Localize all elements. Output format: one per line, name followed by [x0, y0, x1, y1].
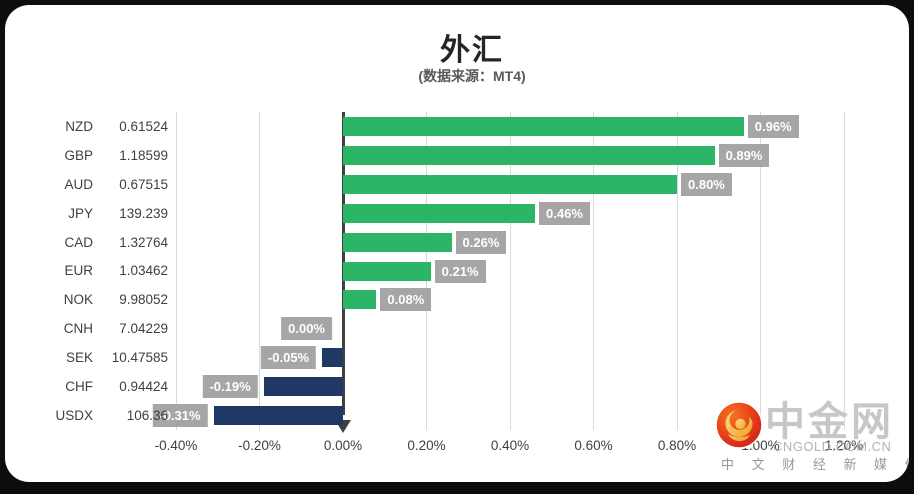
category-label-chf: CHF 0.94424 — [5, 372, 168, 401]
currency-code: CNH — [63, 321, 93, 337]
currency-code: JPY — [68, 205, 93, 221]
cngold-logo-icon — [715, 401, 763, 449]
watermark-domain-text: CNGOLD.COM.CN — [773, 439, 892, 454]
currency-code: CAD — [64, 234, 93, 250]
currency-quote: 106.36 — [126, 408, 168, 424]
bar-gbp — [343, 145, 715, 165]
category-axis-layer: NZD 0.61524 GBP 1.18599 AUD 0.67515 JPY 139.239… — [5, 5, 909, 482]
category-label-cad: CAD 1.32764 — [5, 228, 168, 257]
currency-code: AUD — [64, 176, 93, 192]
grid-line — [676, 112, 678, 430]
currency-quote: 9.98052 — [119, 292, 168, 308]
bar-chf — [263, 377, 343, 397]
currency-code: NZD — [65, 118, 93, 134]
x-tick-label: 0.00% — [323, 438, 363, 453]
grid-line — [509, 112, 511, 430]
category-label-nzd: NZD 0.61524 — [5, 112, 168, 141]
grid-line — [760, 112, 761, 430]
bar-value-label: 0.26% — [455, 230, 507, 254]
currency-code: SEK — [65, 350, 93, 366]
grid-line — [175, 112, 177, 430]
currency-quote: 1.18599 — [119, 147, 168, 163]
plot-data-labels-layer: 0.96% 0.89% 0.80% 0.46% 0.26% 0.21% 0.08% 0.00%… — [5, 5, 909, 482]
value-axis-layer: -0.40% -0.20% 0.00% 0.20% 0.40% 0.60% 0.80% 1.0… — [5, 5, 909, 482]
bar-eur — [343, 261, 431, 281]
x-tick-label: -0.40% — [154, 438, 198, 453]
currency-quote: 1.03462 — [119, 263, 168, 279]
bar-usdx — [213, 406, 343, 426]
currency-quote: 1.32764 — [119, 234, 168, 250]
bar-value-label: 0.08% — [380, 288, 432, 312]
bar-value-label: -0.05% — [260, 346, 317, 370]
category-label-gbp: GBP 1.18599 — [5, 141, 168, 170]
currency-code: EUR — [64, 263, 93, 279]
bar-value-label: 0.80% — [681, 172, 732, 196]
x-tick-label: -0.20% — [238, 438, 281, 453]
currency-quote: 0.61524 — [119, 118, 168, 134]
currency-code: CHF — [65, 379, 93, 395]
watermark-tagline-text: 中 文 财 经 新 媒 体 — [721, 457, 909, 472]
currency-code: USDX — [55, 408, 93, 424]
currency-quote: 7.04229 — [119, 321, 168, 337]
category-label-eur: EUR 1.03462 — [5, 257, 168, 286]
category-label-cnh: CNH 7.04229 — [5, 314, 168, 343]
bar-value-label: -0.31% — [152, 404, 208, 428]
chart-subtitle: (数据来源：MT4) — [418, 68, 526, 84]
currency-code: NOK — [63, 292, 93, 308]
bar-nzd — [343, 116, 744, 136]
plot-bars-layer — [5, 5, 909, 482]
grid-line — [259, 112, 260, 430]
x-tick-label: 0.40% — [490, 438, 530, 453]
currency-code: GBP — [64, 147, 93, 163]
currency-quote: 0.67515 — [119, 176, 168, 192]
category-label-usdx: USDX 106.36 — [5, 401, 168, 430]
watermark-brand-text: 中金网 — [765, 400, 894, 444]
grid-line — [593, 112, 594, 430]
category-label-jpy: JPY 139.239 — [5, 199, 168, 228]
bar-value-label: 0.00% — [281, 317, 332, 341]
bar-jpy — [343, 203, 536, 223]
bar-aud — [343, 174, 677, 194]
bar-value-label: -0.19% — [202, 375, 258, 399]
chart-title: 外汇 — [440, 34, 504, 67]
x-tick-label: 0.20% — [407, 438, 446, 453]
category-label-nok: NOK 9.98052 — [5, 285, 168, 314]
currency-quote: 139.239 — [119, 205, 168, 221]
currency-quote: 10.47585 — [111, 350, 168, 366]
bar-cad — [343, 232, 452, 252]
category-label-aud: AUD 0.67515 — [5, 170, 168, 199]
bar-value-label: 0.89% — [718, 143, 770, 167]
bar-sek — [322, 348, 343, 368]
grid-line — [843, 112, 845, 430]
x-tick-label: 1.20% — [824, 438, 864, 453]
category-label-sek: SEK 10.47585 — [5, 343, 168, 372]
chart-card: 外汇 (数据来源：MT4) 0.96% 0.89% 0.80% 0.46% 0.26% 0… — [5, 5, 909, 482]
bar-nok — [343, 290, 377, 310]
bar-value-label: 0.96% — [747, 114, 799, 138]
bar-value-label: 0.21% — [434, 259, 486, 283]
cngold-watermark: 中金网 CNGOLD.COM.CN 中 文 财 经 新 媒 体 — [715, 400, 909, 480]
x-tick-label: 0.80% — [657, 438, 697, 453]
currency-quote: 0.94424 — [119, 379, 168, 395]
bar-value-label: 0.46% — [539, 201, 590, 225]
x-tick-label: 0.60% — [574, 438, 613, 453]
